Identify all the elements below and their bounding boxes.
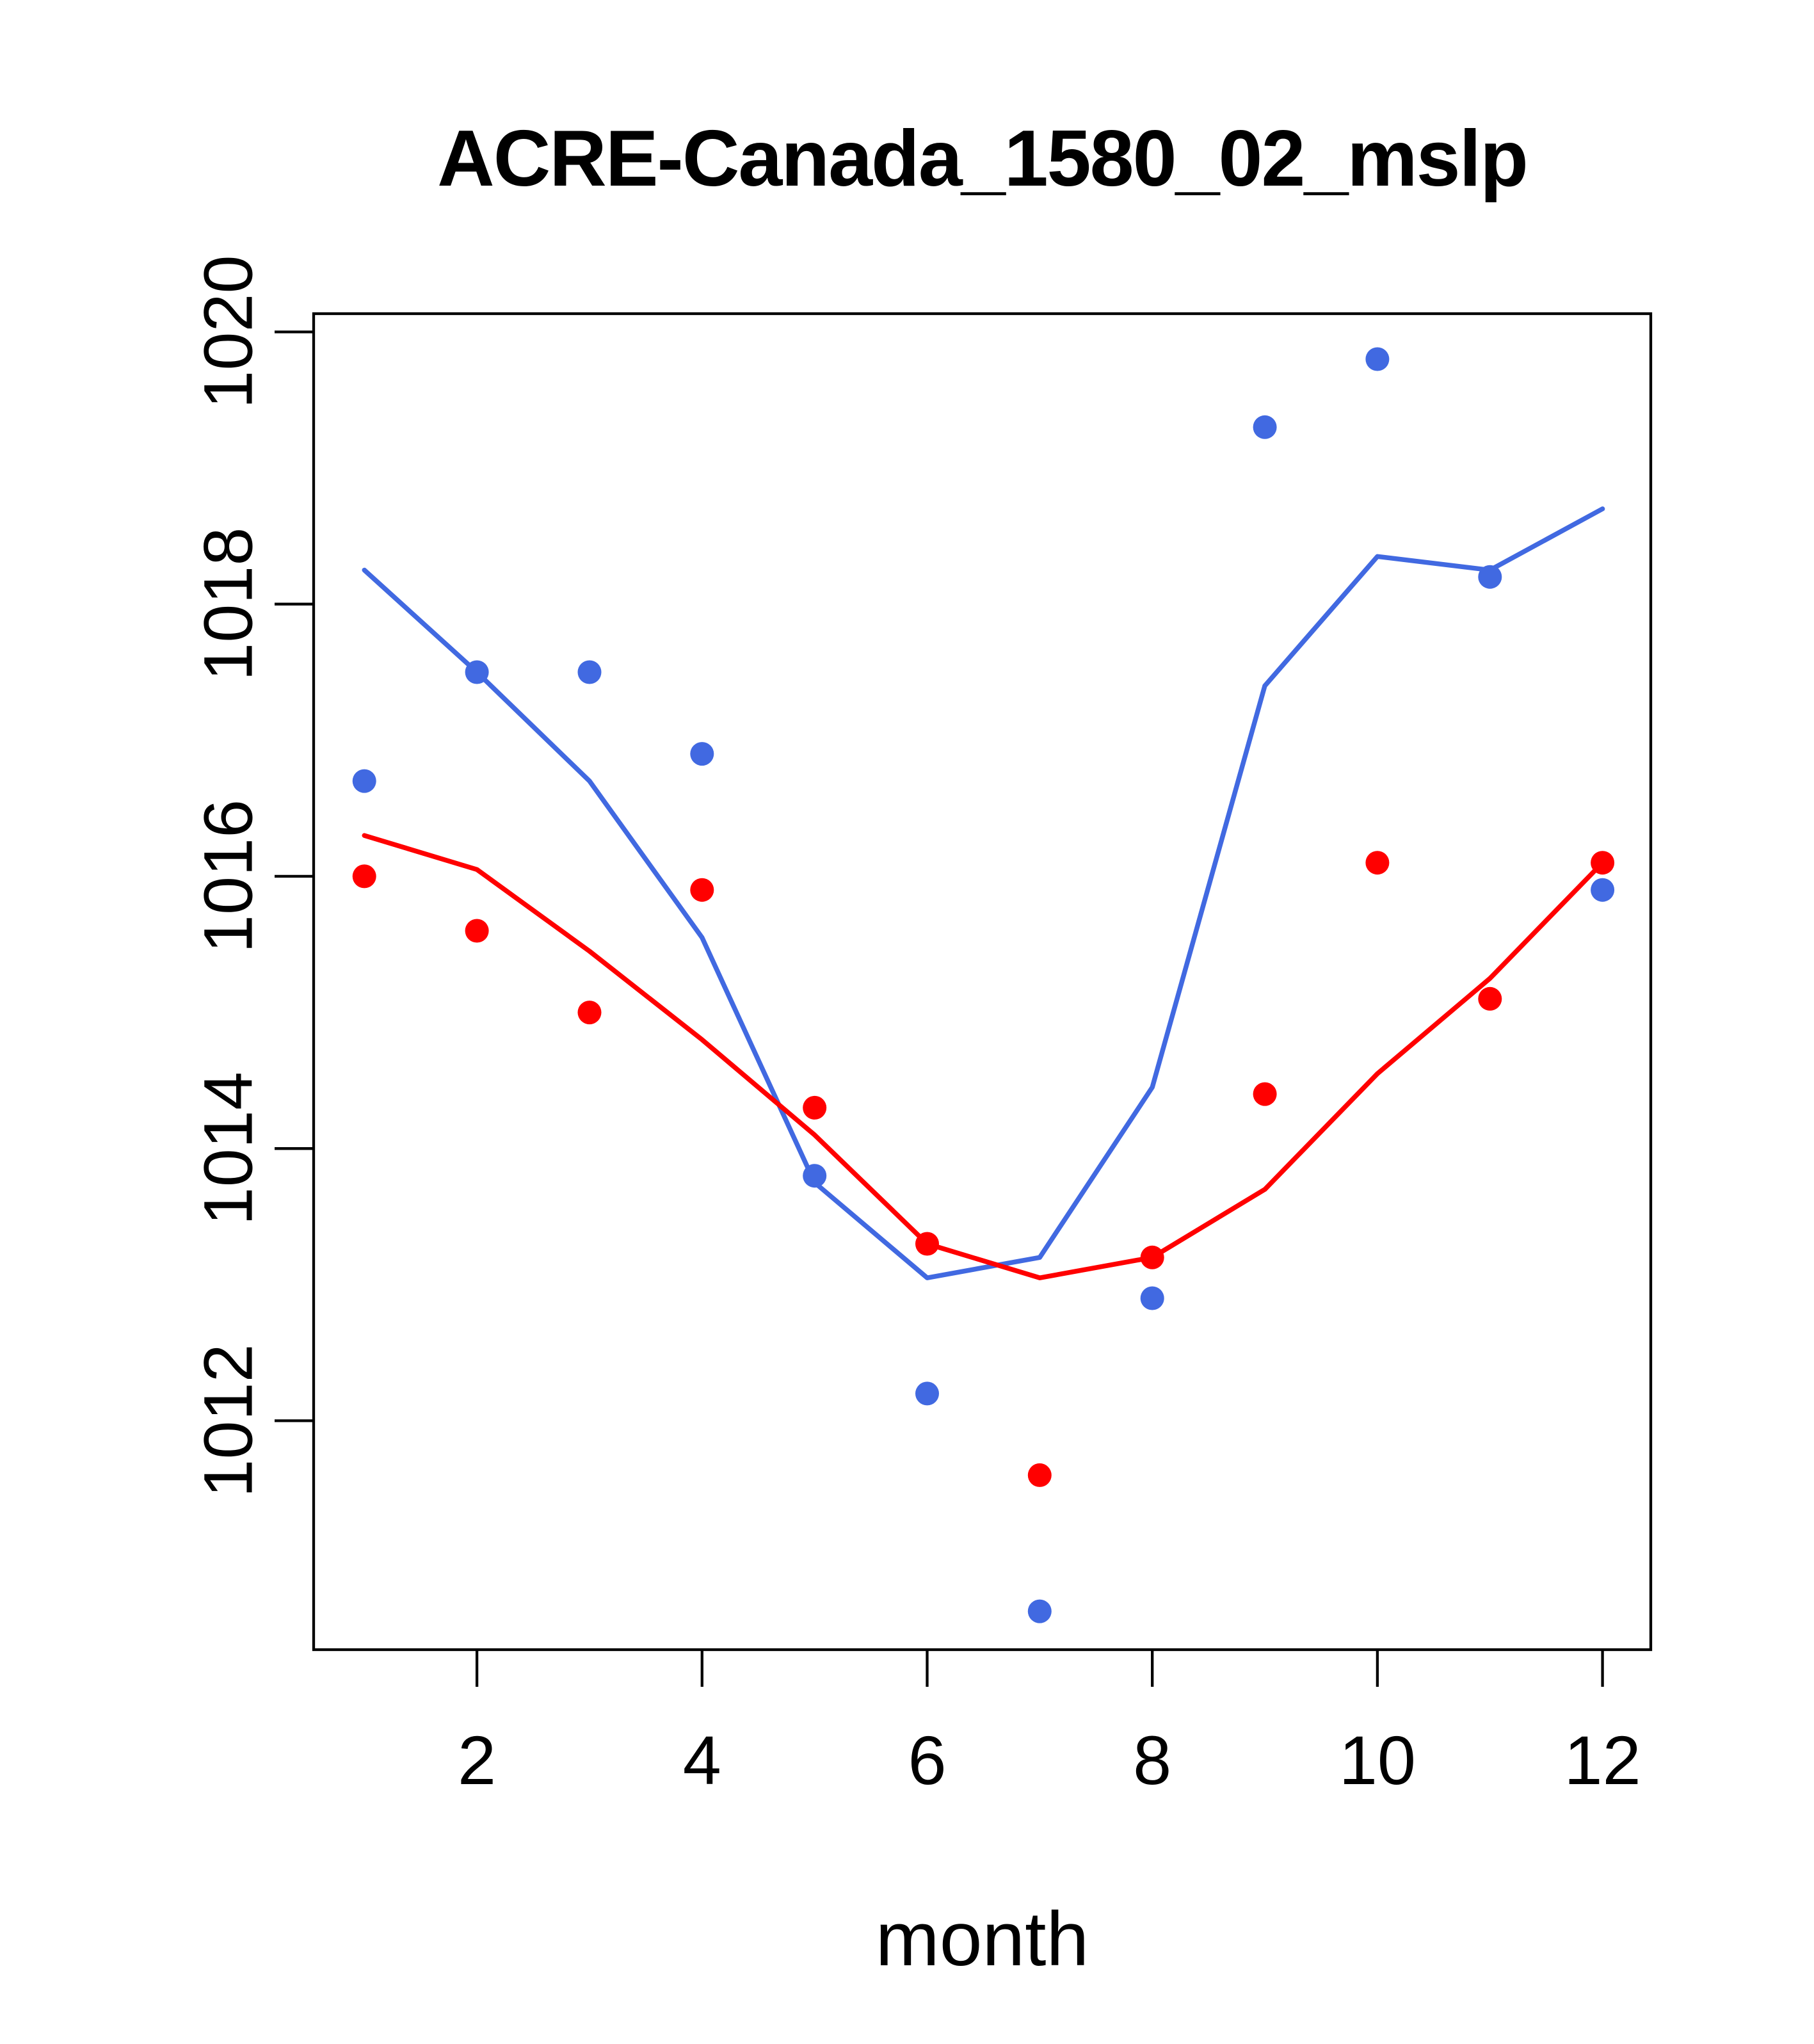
svg-text:12: 12	[1564, 1721, 1641, 1799]
svg-text:4: 4	[683, 1721, 721, 1799]
svg-text:1012: 1012	[189, 1344, 267, 1497]
svg-text:1014: 1014	[189, 1072, 267, 1225]
svg-text:1020: 1020	[189, 255, 267, 408]
svg-text:8: 8	[1133, 1721, 1171, 1799]
svg-text:ACRE-Canada_1580_02_mslp: ACRE-Canada_1580_02_mslp	[437, 115, 1527, 203]
svg-text:10: 10	[1339, 1721, 1416, 1799]
svg-text:2: 2	[458, 1721, 496, 1799]
svg-text:1018: 1018	[189, 527, 267, 681]
svg-text:1016: 1016	[189, 800, 267, 953]
svg-text:month: month	[876, 1896, 1089, 1982]
svg-text:6: 6	[908, 1721, 946, 1799]
